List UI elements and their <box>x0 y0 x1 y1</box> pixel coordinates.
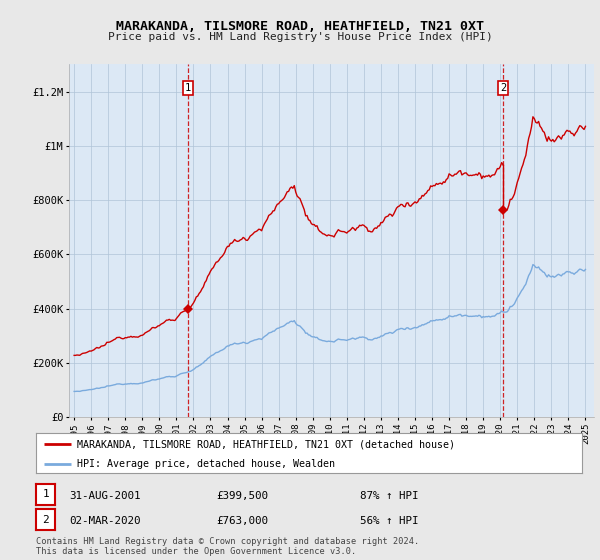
Text: MARAKANDA, TILSMORE ROAD, HEATHFIELD, TN21 0XT: MARAKANDA, TILSMORE ROAD, HEATHFIELD, TN… <box>116 20 484 32</box>
Text: 87% ↑ HPI: 87% ↑ HPI <box>360 491 419 501</box>
Text: 1: 1 <box>185 83 191 94</box>
Text: HPI: Average price, detached house, Wealden: HPI: Average price, detached house, Weal… <box>77 459 335 469</box>
Text: Contains HM Land Registry data © Crown copyright and database right 2024.: Contains HM Land Registry data © Crown c… <box>36 538 419 547</box>
Text: 2: 2 <box>42 515 49 525</box>
Text: 56% ↑ HPI: 56% ↑ HPI <box>360 516 419 526</box>
Text: MARAKANDA, TILSMORE ROAD, HEATHFIELD, TN21 0XT (detached house): MARAKANDA, TILSMORE ROAD, HEATHFIELD, TN… <box>77 439 455 449</box>
Text: 1: 1 <box>42 489 49 500</box>
Text: This data is licensed under the Open Government Licence v3.0.: This data is licensed under the Open Gov… <box>36 548 356 557</box>
Text: Price paid vs. HM Land Registry's House Price Index (HPI): Price paid vs. HM Land Registry's House … <box>107 32 493 43</box>
Text: 02-MAR-2020: 02-MAR-2020 <box>69 516 140 526</box>
Text: £763,000: £763,000 <box>216 516 268 526</box>
Text: 2: 2 <box>500 83 506 94</box>
Text: £399,500: £399,500 <box>216 491 268 501</box>
Text: 31-AUG-2001: 31-AUG-2001 <box>69 491 140 501</box>
